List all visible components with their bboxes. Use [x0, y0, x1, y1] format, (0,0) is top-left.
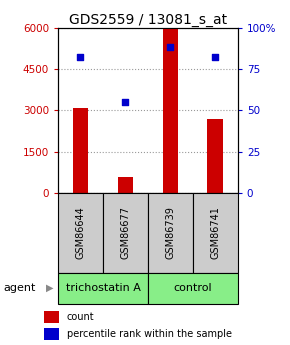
Text: GSM86741: GSM86741: [210, 206, 220, 259]
Bar: [148, 273, 238, 304]
Point: [123, 99, 128, 105]
Bar: [58, 193, 103, 273]
Bar: [162, 28, 178, 193]
Text: control: control: [173, 283, 212, 293]
Bar: [44, 328, 59, 340]
Bar: [103, 193, 148, 273]
Bar: [207, 119, 223, 193]
Bar: [72, 108, 88, 193]
Bar: [44, 310, 59, 323]
Title: GDS2559 / 13081_s_at: GDS2559 / 13081_s_at: [69, 12, 227, 27]
Text: ▶: ▶: [46, 283, 53, 293]
Text: GSM86739: GSM86739: [165, 206, 175, 259]
Text: GSM86677: GSM86677: [120, 206, 130, 259]
Bar: [193, 193, 238, 273]
Text: percentile rank within the sample: percentile rank within the sample: [67, 329, 232, 339]
Bar: [117, 177, 133, 193]
Text: agent: agent: [3, 283, 35, 293]
Text: trichostatin A: trichostatin A: [66, 283, 140, 293]
Bar: [148, 193, 193, 273]
Point: [213, 55, 218, 60]
Text: count: count: [67, 312, 95, 322]
Text: GSM86644: GSM86644: [75, 207, 86, 259]
Point: [78, 55, 83, 60]
Point: [168, 45, 173, 50]
Bar: [58, 273, 148, 304]
